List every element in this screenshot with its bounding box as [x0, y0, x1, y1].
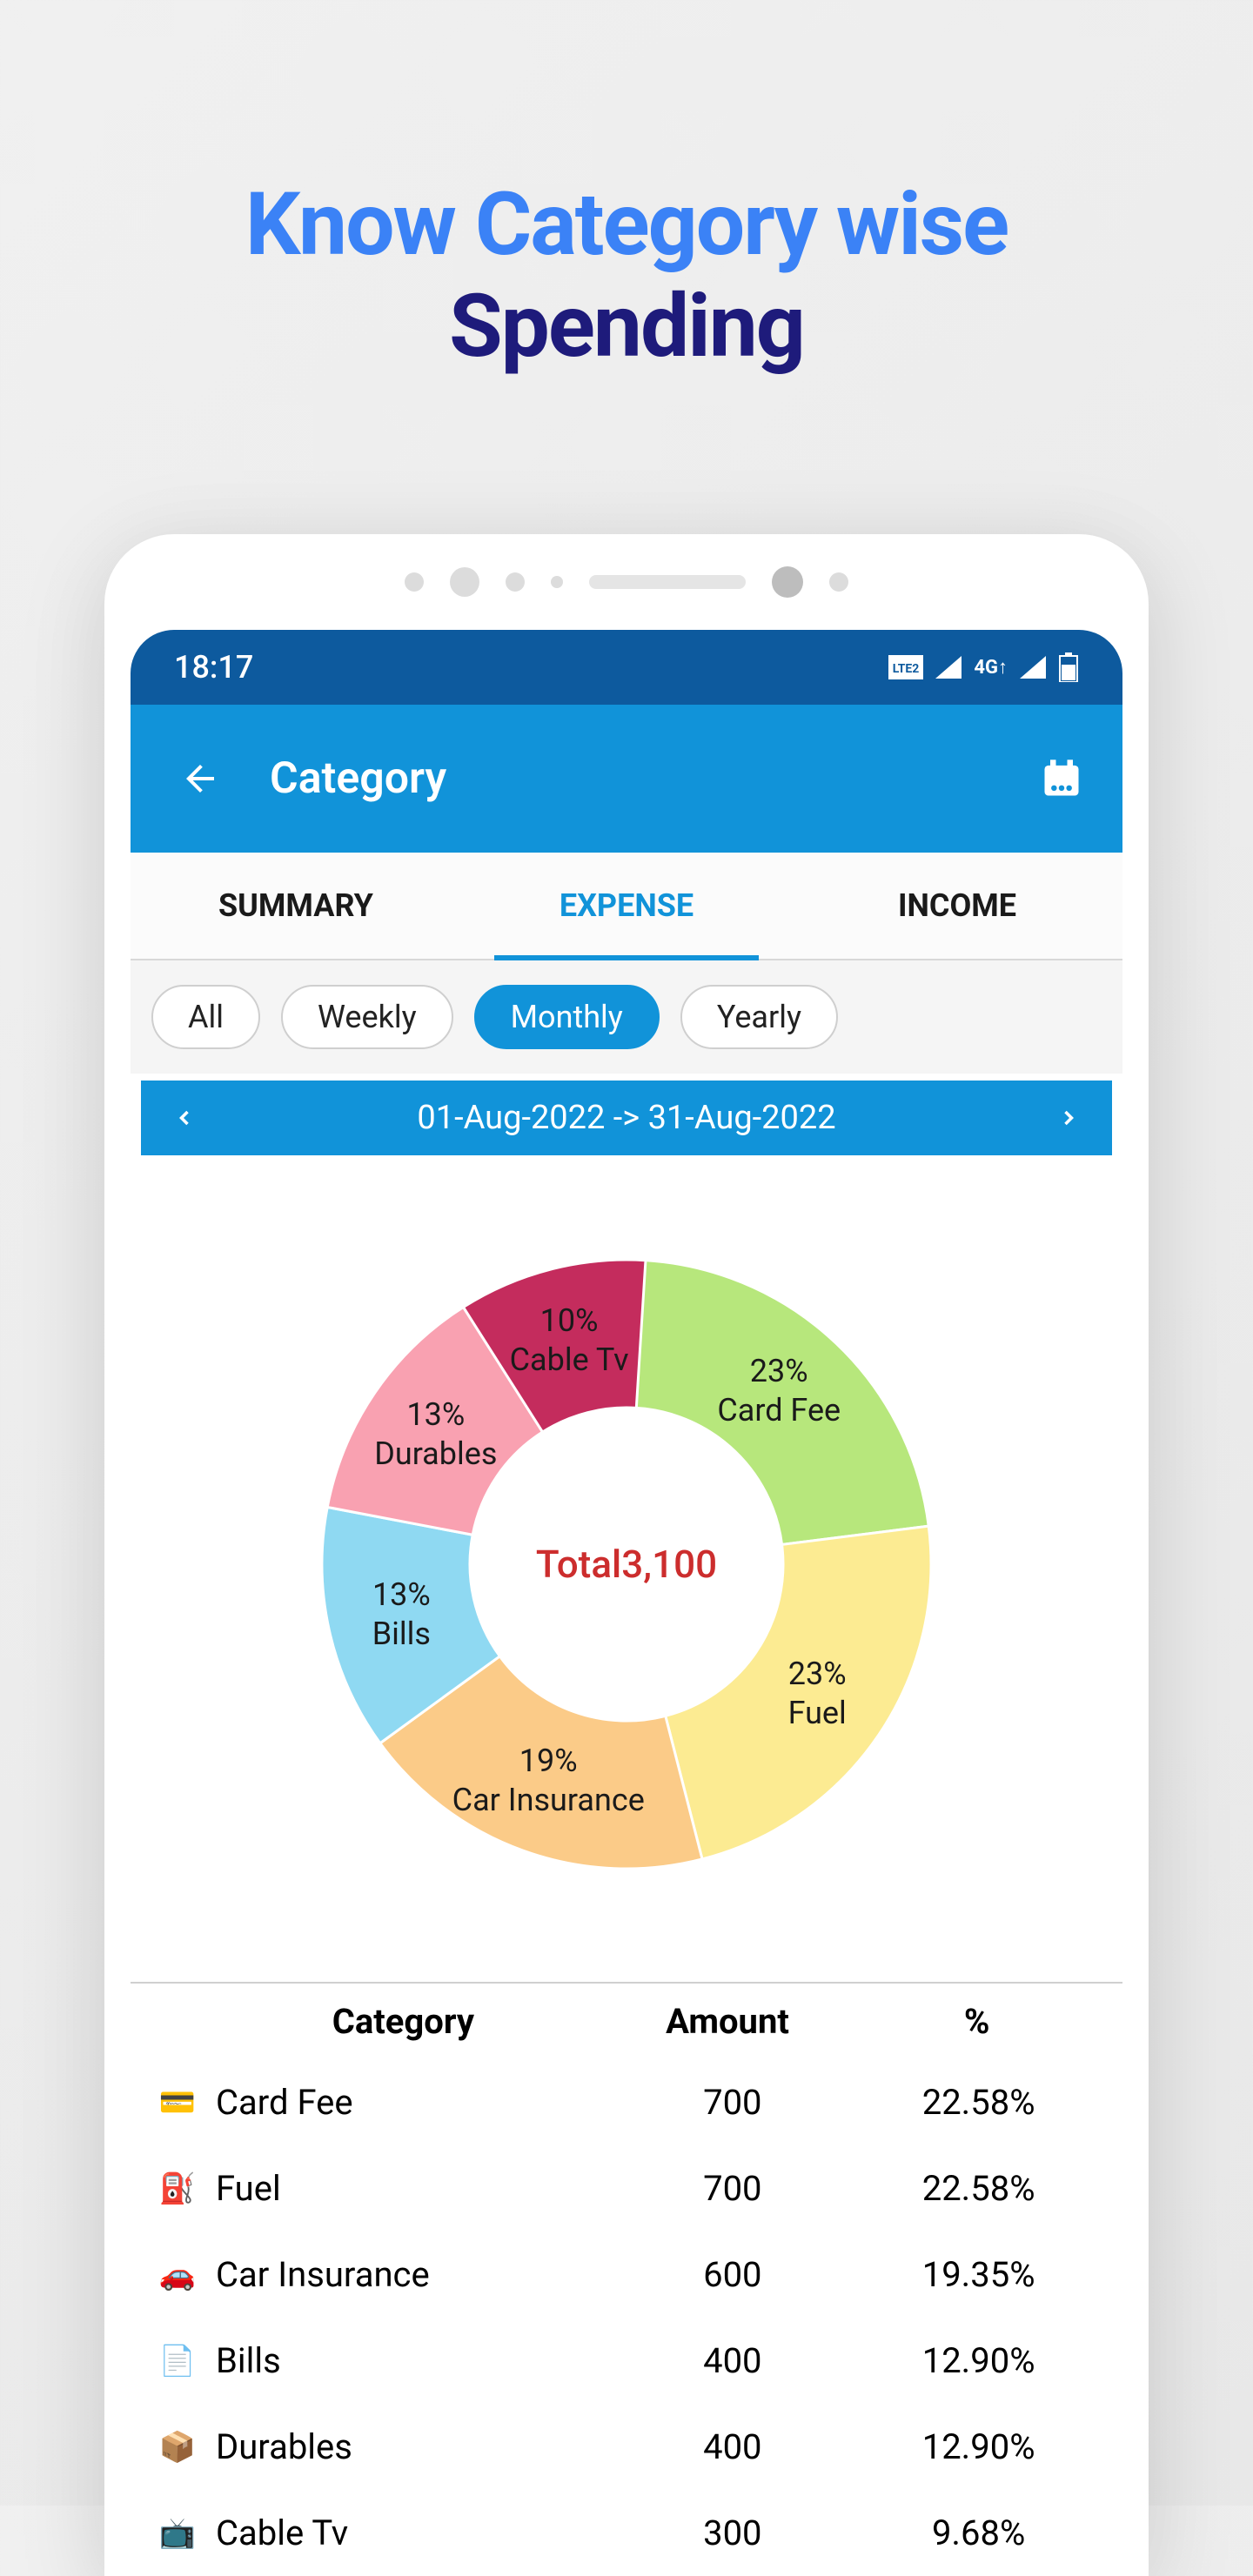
appbar-title: Category [235, 753, 1035, 804]
headline-line1: Know Category wise [0, 174, 1253, 276]
app-bar: Category [131, 705, 1122, 853]
table-row[interactable]: 📄Bills40012.90% [131, 2318, 1122, 2404]
calendar-icon [1039, 756, 1084, 801]
slice-label-bills: 13%Bills [372, 1576, 431, 1654]
slice-label-durables: 13%Durables [374, 1395, 497, 1474]
date-range-text: 01-Aug-2022 -> 31-Aug-2022 [228, 1099, 1025, 1137]
row-icon: 📺 [151, 2516, 204, 2551]
row-percent: 22.58% [855, 2168, 1102, 2209]
slice-label-fuel: 23%Fuel [788, 1655, 847, 1733]
calendar-button[interactable] [1035, 756, 1088, 801]
row-amount: 700 [609, 2168, 855, 2209]
row-icon: 📦 [151, 2430, 204, 2465]
row-percent: 19.35% [855, 2254, 1102, 2295]
row-amount: 400 [609, 2426, 855, 2467]
volte-icon: LTE2 [888, 655, 923, 679]
tabs: SUMMARYEXPENSEINCOME [131, 853, 1122, 960]
date-prev-button[interactable] [141, 1098, 228, 1139]
col-amount: Amount [603, 2001, 853, 2042]
row-category: Durables [204, 2426, 609, 2467]
row-category: Car Insurance [204, 2254, 609, 2295]
table-row[interactable]: 🚗Car Insurance60019.35% [131, 2231, 1122, 2318]
status-icons: LTE2 4G↑ [888, 652, 1079, 682]
tab-summary[interactable]: SUMMARY [131, 853, 461, 959]
row-category: Cable Tv [204, 2512, 609, 2553]
row-amount: 400 [609, 2340, 855, 2381]
row-icon: 💳 [151, 2085, 204, 2120]
filter-yearly[interactable]: Yearly [680, 985, 838, 1049]
tab-expense[interactable]: EXPENSE [461, 853, 792, 959]
row-percent: 12.90% [855, 2340, 1102, 2381]
tab-income[interactable]: INCOME [792, 853, 1122, 959]
chevron-left-icon [172, 1106, 197, 1130]
svg-text:LTE2: LTE2 [893, 662, 920, 676]
battery-icon [1058, 652, 1079, 682]
table-row[interactable]: ⛽Fuel70022.58% [131, 2145, 1122, 2231]
phone-frame: 18:17 LTE2 4G↑ Category [104, 534, 1149, 2576]
phone-sensors [104, 534, 1149, 630]
chevron-right-icon [1056, 1106, 1081, 1130]
screen: 18:17 LTE2 4G↑ Category [131, 630, 1122, 2576]
donut-chart: Total3,100 23%Card Fee 23%Fuel 19%Car Insu… [131, 1155, 1122, 1982]
filter-weekly[interactable]: Weekly [281, 985, 453, 1049]
row-category: Fuel [204, 2168, 609, 2209]
headline-line2: Spending [0, 276, 1253, 378]
date-range-bar: 01-Aug-2022 -> 31-Aug-2022 [141, 1081, 1112, 1155]
table-row[interactable]: 📦Durables40012.90% [131, 2404, 1122, 2490]
date-next-button[interactable] [1025, 1098, 1112, 1139]
slice-label-car-insurance: 19%Car Insurance [452, 1742, 645, 1820]
period-filters: All Weekly Monthly Yearly [131, 960, 1122, 1074]
signal2-icon [1020, 656, 1046, 679]
status-time: 18:17 [174, 649, 253, 686]
filter-all[interactable]: All [151, 985, 260, 1049]
table-row[interactable]: 📺Cable Tv3009.68% [131, 2490, 1122, 2576]
category-table: Category Amount % 💳Card Fee70022.58%⛽Fue… [131, 1982, 1122, 2576]
page-headline: Know Category wise Spending [0, 0, 1253, 447]
4g-icon: 4G↑ [974, 656, 1008, 679]
row-percent: 9.68% [855, 2512, 1102, 2553]
row-percent: 22.58% [855, 2082, 1102, 2123]
row-icon: 🚗 [151, 2258, 204, 2292]
col-percent: % [852, 2001, 1102, 2042]
col-category: Category [204, 2001, 603, 2042]
signal-icon [935, 656, 962, 679]
row-amount: 700 [609, 2082, 855, 2123]
slice-label-card-fee: 23%Card Fee [717, 1352, 841, 1430]
back-arrow-icon [179, 758, 221, 800]
row-category: Bills [204, 2340, 609, 2381]
row-icon: ⛽ [151, 2171, 204, 2206]
row-percent: 12.90% [855, 2426, 1102, 2467]
back-button[interactable] [165, 758, 235, 800]
row-icon: 📄 [151, 2344, 204, 2379]
donut-center-label: Total3,100 [536, 1542, 717, 1587]
table-header: Category Amount % [131, 1984, 1122, 2059]
row-amount: 300 [609, 2512, 855, 2553]
slice-label-cable-tv: 10%Cable Tv [510, 1301, 629, 1380]
row-amount: 600 [609, 2254, 855, 2295]
row-category: Card Fee [204, 2082, 609, 2123]
table-row[interactable]: 💳Card Fee70022.58% [131, 2059, 1122, 2145]
filter-monthly[interactable]: Monthly [474, 985, 660, 1049]
status-bar: 18:17 LTE2 4G↑ [131, 630, 1122, 705]
